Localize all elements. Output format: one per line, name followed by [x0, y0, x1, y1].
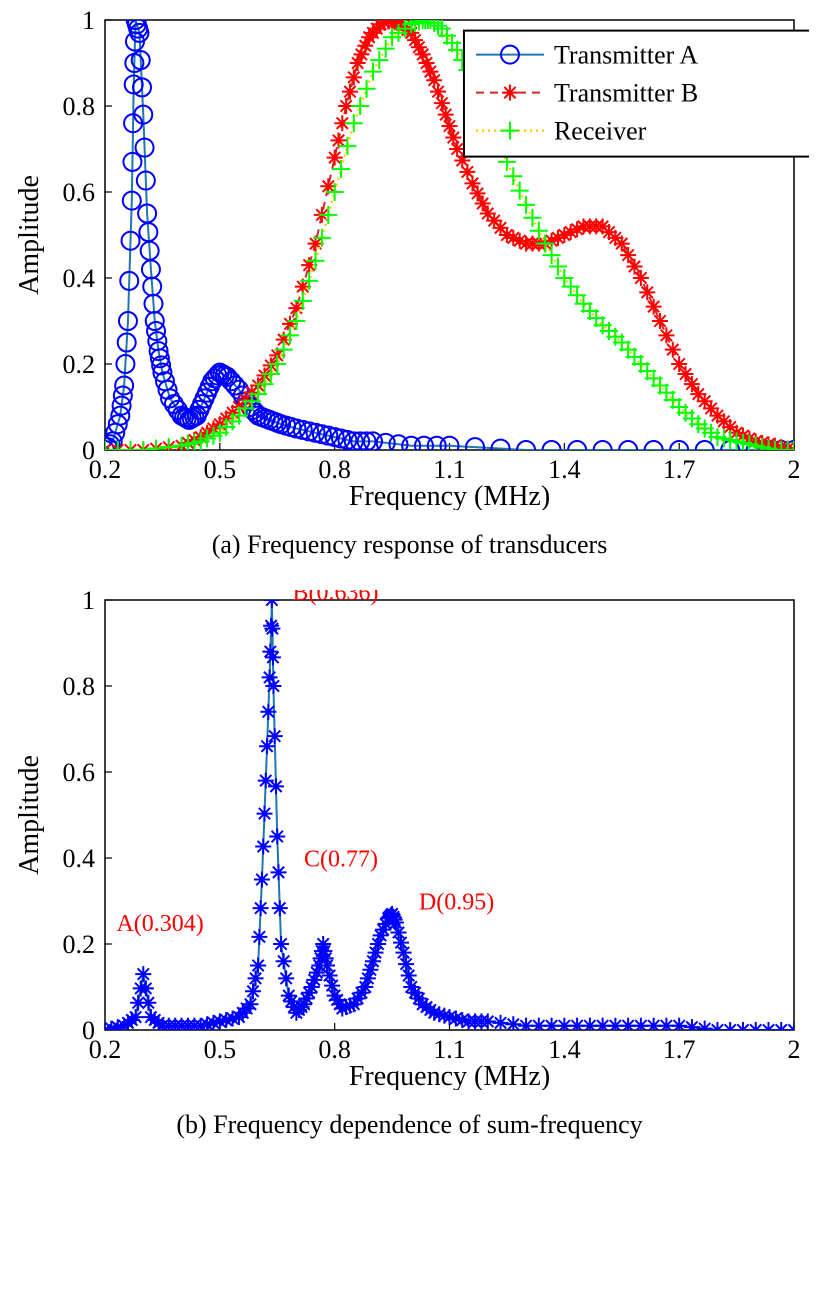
figure: 0.2 0.5 0.8 1.1 1.4 1.7 2 0 0.2 0.4 0.6 0.8 1 Frequen…	[10, 10, 809, 1140]
svg-text:D(0.95): D(0.95)	[419, 890, 494, 916]
svg-text:Transmitter A: Transmitter A	[554, 41, 698, 70]
chart-a-container: 0.20.50.81.11.41.7200.20.40.60.81Frequen…	[10, 10, 809, 560]
svg-text:1.7: 1.7	[663, 455, 696, 484]
svg-text:0.4: 0.4	[63, 264, 96, 293]
chart-b-svg: 0.20.50.81.11.41.7200.20.40.60.81Frequen…	[10, 590, 809, 1090]
caption-a: (a) Frequency response of transducers	[10, 530, 809, 560]
svg-text:A(0.304): A(0.304)	[116, 911, 203, 937]
svg-text:Amplitude: Amplitude	[14, 755, 45, 875]
svg-text:Frequency (MHz): Frequency (MHz)	[349, 1061, 550, 1090]
svg-text:0.2: 0.2	[63, 350, 96, 379]
svg-text:C(0.77): C(0.77)	[304, 847, 378, 873]
svg-text:Frequency (MHz): Frequency (MHz)	[349, 481, 550, 510]
svg-text:0.4: 0.4	[63, 844, 96, 873]
svg-text:1.4: 1.4	[548, 1035, 581, 1064]
caption-b: (b) Frequency dependence of sum-frequenc…	[10, 1110, 809, 1140]
svg-text:0.8: 0.8	[63, 672, 96, 701]
svg-text:0.5: 0.5	[204, 1035, 237, 1064]
chart-a-svg: 0.20.50.81.11.41.7200.20.40.60.81Frequen…	[10, 10, 809, 510]
svg-text:0.5: 0.5	[204, 455, 237, 484]
svg-text:Receiver: Receiver	[554, 117, 647, 146]
svg-text:0.8: 0.8	[63, 92, 96, 121]
svg-text:2: 2	[788, 455, 801, 484]
svg-text:1.7: 1.7	[663, 1035, 696, 1064]
svg-text:0.6: 0.6	[63, 178, 96, 207]
chart-b-container: 0.20.50.81.11.41.7200.20.40.60.81Frequen…	[10, 590, 809, 1140]
svg-text:1.1: 1.1	[433, 455, 466, 484]
svg-text:0: 0	[82, 1016, 95, 1045]
svg-text:Transmitter B: Transmitter B	[554, 79, 698, 108]
svg-text:2: 2	[788, 1035, 801, 1064]
svg-text:1.4: 1.4	[548, 455, 581, 484]
svg-text:B(0.636): B(0.636)	[293, 590, 379, 606]
svg-text:1: 1	[82, 10, 95, 35]
svg-text:0.2: 0.2	[63, 930, 96, 959]
svg-text:1: 1	[82, 590, 95, 615]
legend: Transmitter A Transmitter B Receiver	[464, 31, 809, 157]
svg-text:0.6: 0.6	[63, 758, 96, 787]
svg-text:0.8: 0.8	[318, 455, 351, 484]
svg-text:0: 0	[82, 436, 95, 465]
svg-text:1.1: 1.1	[433, 1035, 466, 1064]
svg-text:0.8: 0.8	[318, 1035, 351, 1064]
svg-text:Amplitude: Amplitude	[14, 175, 45, 295]
